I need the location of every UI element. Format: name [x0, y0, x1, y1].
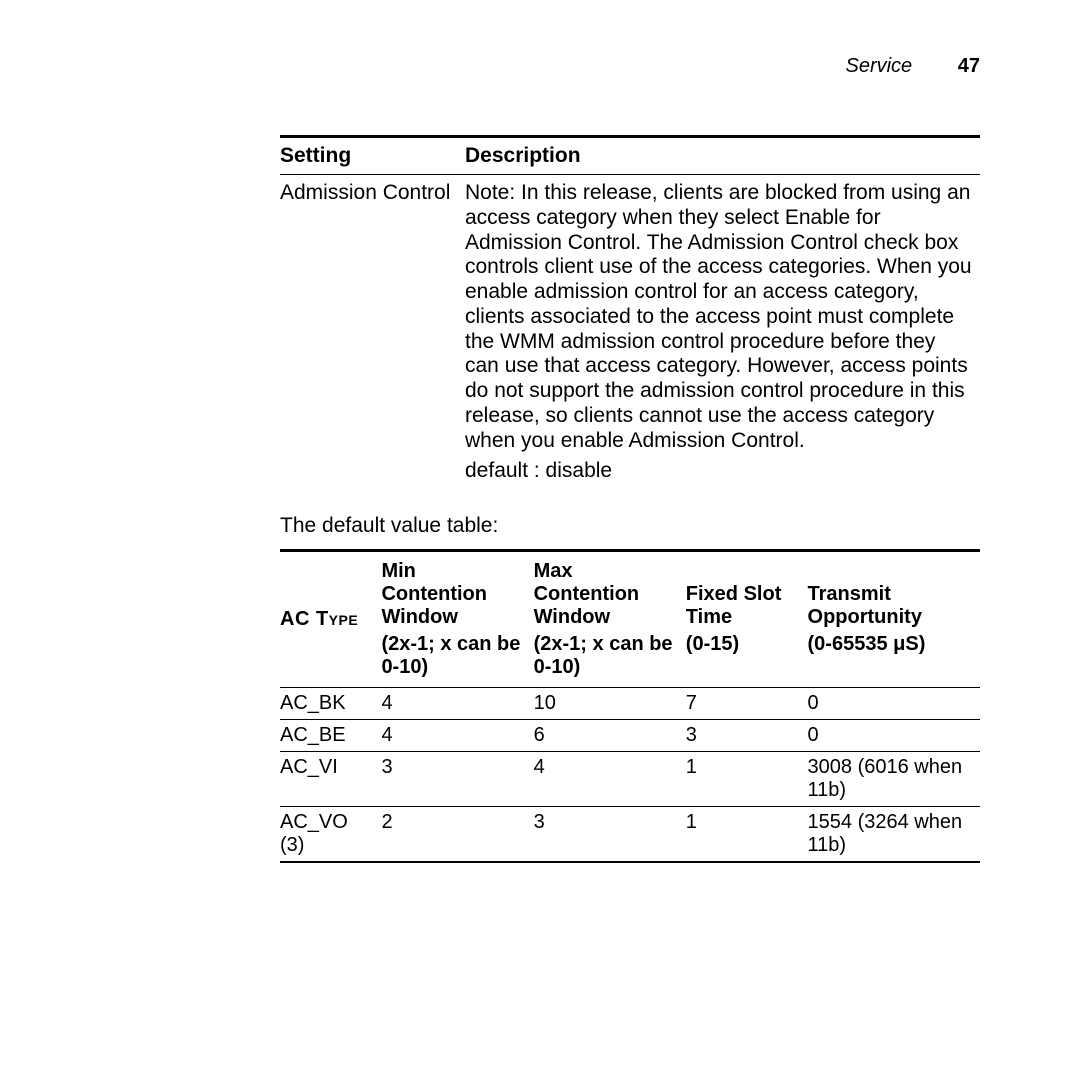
cell-fixed: 1	[686, 752, 808, 807]
col-header-fixed: Fixed Slot Time (0-15)	[686, 551, 808, 688]
col-header-tx-sub: (0-65535 μS)	[808, 633, 970, 656]
table-row: AC_VO (3) 2 3 1 1554 (3264 when 11b)	[280, 807, 980, 863]
cell-fixed: 1	[686, 807, 808, 863]
cell-max: 10	[534, 688, 686, 720]
cell-tx: 1554 (3264 when 11b)	[808, 807, 980, 863]
cell-ac: AC_VI	[280, 752, 381, 807]
col-header-ac-type: AC Type	[280, 551, 381, 688]
table-row: AC_BK 4 10 7 0	[280, 688, 980, 720]
col-header-tx-main: Transmit Opportunity	[808, 583, 970, 629]
cell-max: 6	[534, 720, 686, 752]
cell-max: 4	[534, 752, 686, 807]
cell-tx: 3008 (6016 when 11b)	[808, 752, 980, 807]
col-header-fixed-main: Fixed Slot Time	[686, 583, 798, 629]
table-row: Admission Control Note: In this release,…	[280, 175, 980, 491]
settings-table: Setting Description Admission Control No…	[280, 135, 980, 490]
cell-max: 3	[534, 807, 686, 863]
col-header-min-sub: (2x-1; x can be 0-10)	[381, 633, 523, 679]
table-row: AC_VI 3 4 1 3008 (6016 when 11b)	[280, 752, 980, 807]
header-page-number: 47	[958, 55, 980, 77]
cell-tx: 0	[808, 720, 980, 752]
description-text: Note: In this release, clients are block…	[465, 181, 972, 452]
cell-ac: AC_BE	[280, 720, 381, 752]
cell-min: 4	[381, 720, 533, 752]
page: Service 47 Setting Description Admission…	[0, 0, 1080, 1080]
cell-ac: AC_BK	[280, 688, 381, 720]
setting-description: Note: In this release, clients are block…	[465, 175, 980, 491]
settings-table-header-setting: Setting	[280, 137, 465, 175]
setting-name: Admission Control	[280, 175, 465, 491]
col-header-max-sub: (2x-1; x can be 0-10)	[534, 633, 676, 679]
cell-min: 2	[381, 807, 533, 863]
cell-fixed: 3	[686, 720, 808, 752]
table-caption: The default value table:	[280, 512, 980, 539]
cell-min: 4	[381, 688, 533, 720]
header-section: Service	[845, 55, 912, 77]
ac-type-label: AC Type	[280, 608, 358, 630]
col-header-max-main: Max Contention Window	[534, 560, 676, 629]
table-row: AC_BE 4 6 3 0	[280, 720, 980, 752]
col-header-fixed-sub: (0-15)	[686, 633, 798, 656]
settings-table-header-description: Description	[465, 137, 980, 175]
description-default: default : disable	[465, 459, 612, 484]
running-header: Service 47	[845, 55, 980, 78]
col-header-tx: Transmit Opportunity (0-65535 μS)	[808, 551, 980, 688]
col-header-min-main: Min Contention Window	[381, 560, 523, 629]
cell-tx: 0	[808, 688, 980, 720]
cell-fixed: 7	[686, 688, 808, 720]
cell-min: 3	[381, 752, 533, 807]
col-header-min: Min Contention Window (2x-1; x can be 0-…	[381, 551, 533, 688]
default-value-table: AC Type Min Contention Window (2x-1; x c…	[280, 549, 980, 863]
col-header-max: Max Contention Window (2x-1; x can be 0-…	[534, 551, 686, 688]
cell-ac: AC_VO (3)	[280, 807, 381, 863]
